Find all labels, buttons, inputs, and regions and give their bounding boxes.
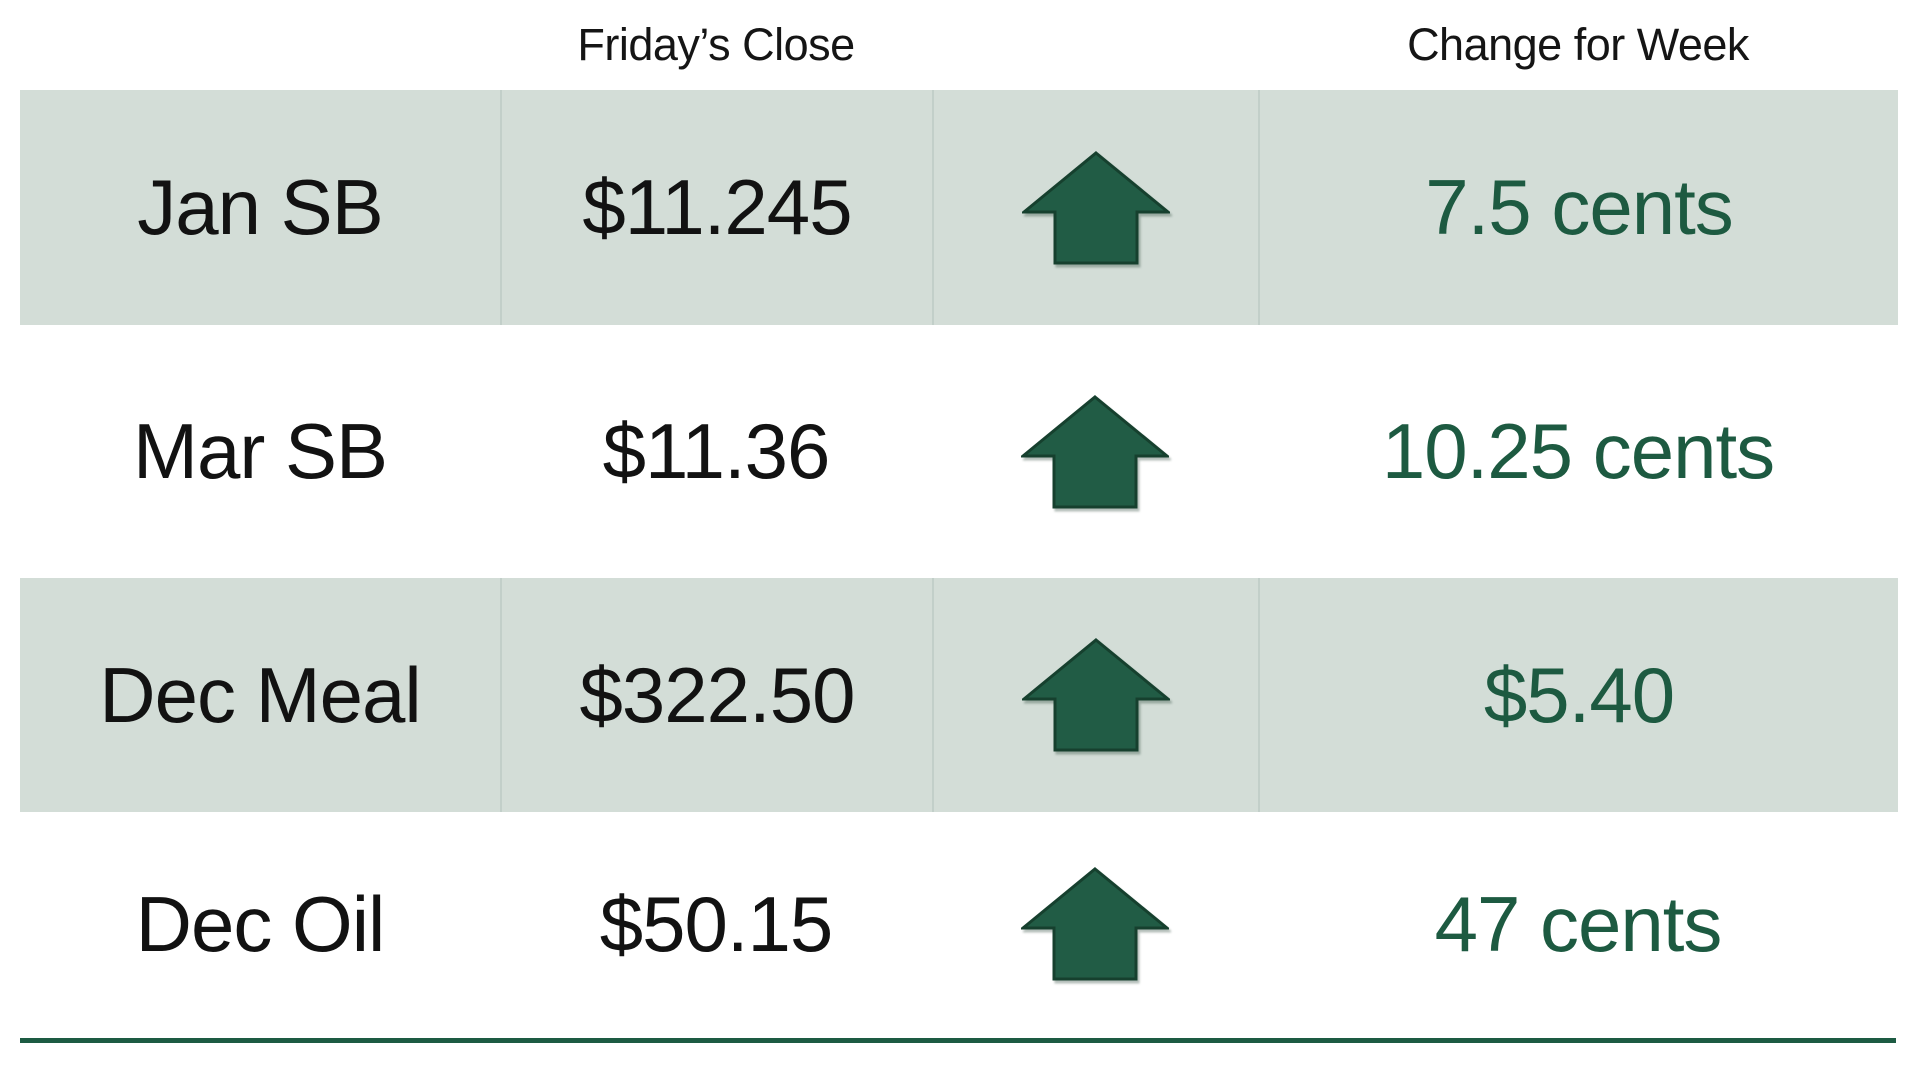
- direction-cell: [932, 325, 1258, 578]
- close-value: $11.245: [500, 90, 932, 325]
- table-row-dec-meal: Dec Meal $322.50 $5.40: [20, 578, 1898, 812]
- direction-cell: [932, 812, 1258, 1036]
- up-arrow-icon: [1021, 394, 1169, 508]
- up-arrow-icon: [1021, 867, 1169, 981]
- contract-label: Dec Meal: [99, 650, 421, 739]
- change-value: 7.5 cents: [1258, 90, 1898, 325]
- change-value: 47 cents: [1434, 879, 1723, 968]
- close-value: $11.36: [602, 407, 831, 495]
- table-row-jan-sb: Jan SB $11.245 7.5 cents: [20, 90, 1898, 325]
- table-row-dec-oil: Dec Oil $50.15 47 cents: [20, 812, 1898, 1036]
- table-header: Friday’s Close Change for Week: [20, 0, 1898, 90]
- close-value: $50.15: [599, 879, 834, 968]
- futures-table: Jan SB $11.245 7.5 cents Mar SB $11.36 1…: [20, 90, 1898, 1036]
- bottom-divider-line: [20, 1038, 1896, 1043]
- contract-label: Mar SB: [132, 407, 388, 495]
- up-arrow-icon: [1022, 638, 1170, 752]
- header-change-for-week: Change for Week: [1407, 19, 1749, 70]
- change-value: 10.25 cents: [1381, 407, 1775, 495]
- direction-cell: [932, 578, 1258, 812]
- contract-label: Dec Oil: [135, 879, 386, 968]
- close-value: $322.50: [500, 578, 932, 812]
- table-row-mar-sb: Mar SB $11.36 10.25 cents: [20, 325, 1898, 578]
- up-arrow-icon: [1022, 150, 1170, 264]
- change-value: $5.40: [1258, 578, 1898, 812]
- header-fridays-close: Friday’s Close: [577, 19, 855, 70]
- contract-label: Jan SB: [137, 163, 383, 251]
- direction-cell: [932, 90, 1258, 325]
